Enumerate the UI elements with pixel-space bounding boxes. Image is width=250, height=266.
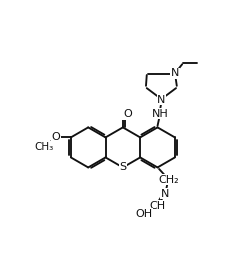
Text: N: N bbox=[156, 95, 165, 105]
Text: S: S bbox=[119, 163, 126, 172]
Text: CH: CH bbox=[149, 201, 165, 211]
Text: OH: OH bbox=[134, 209, 152, 219]
Text: NH: NH bbox=[151, 109, 168, 119]
Text: CH₃: CH₃ bbox=[34, 142, 53, 152]
Text: O: O bbox=[122, 109, 131, 119]
Text: CH₂: CH₂ bbox=[158, 175, 178, 185]
Text: O: O bbox=[52, 132, 60, 142]
Text: N: N bbox=[160, 189, 169, 199]
Text: N: N bbox=[170, 69, 179, 78]
